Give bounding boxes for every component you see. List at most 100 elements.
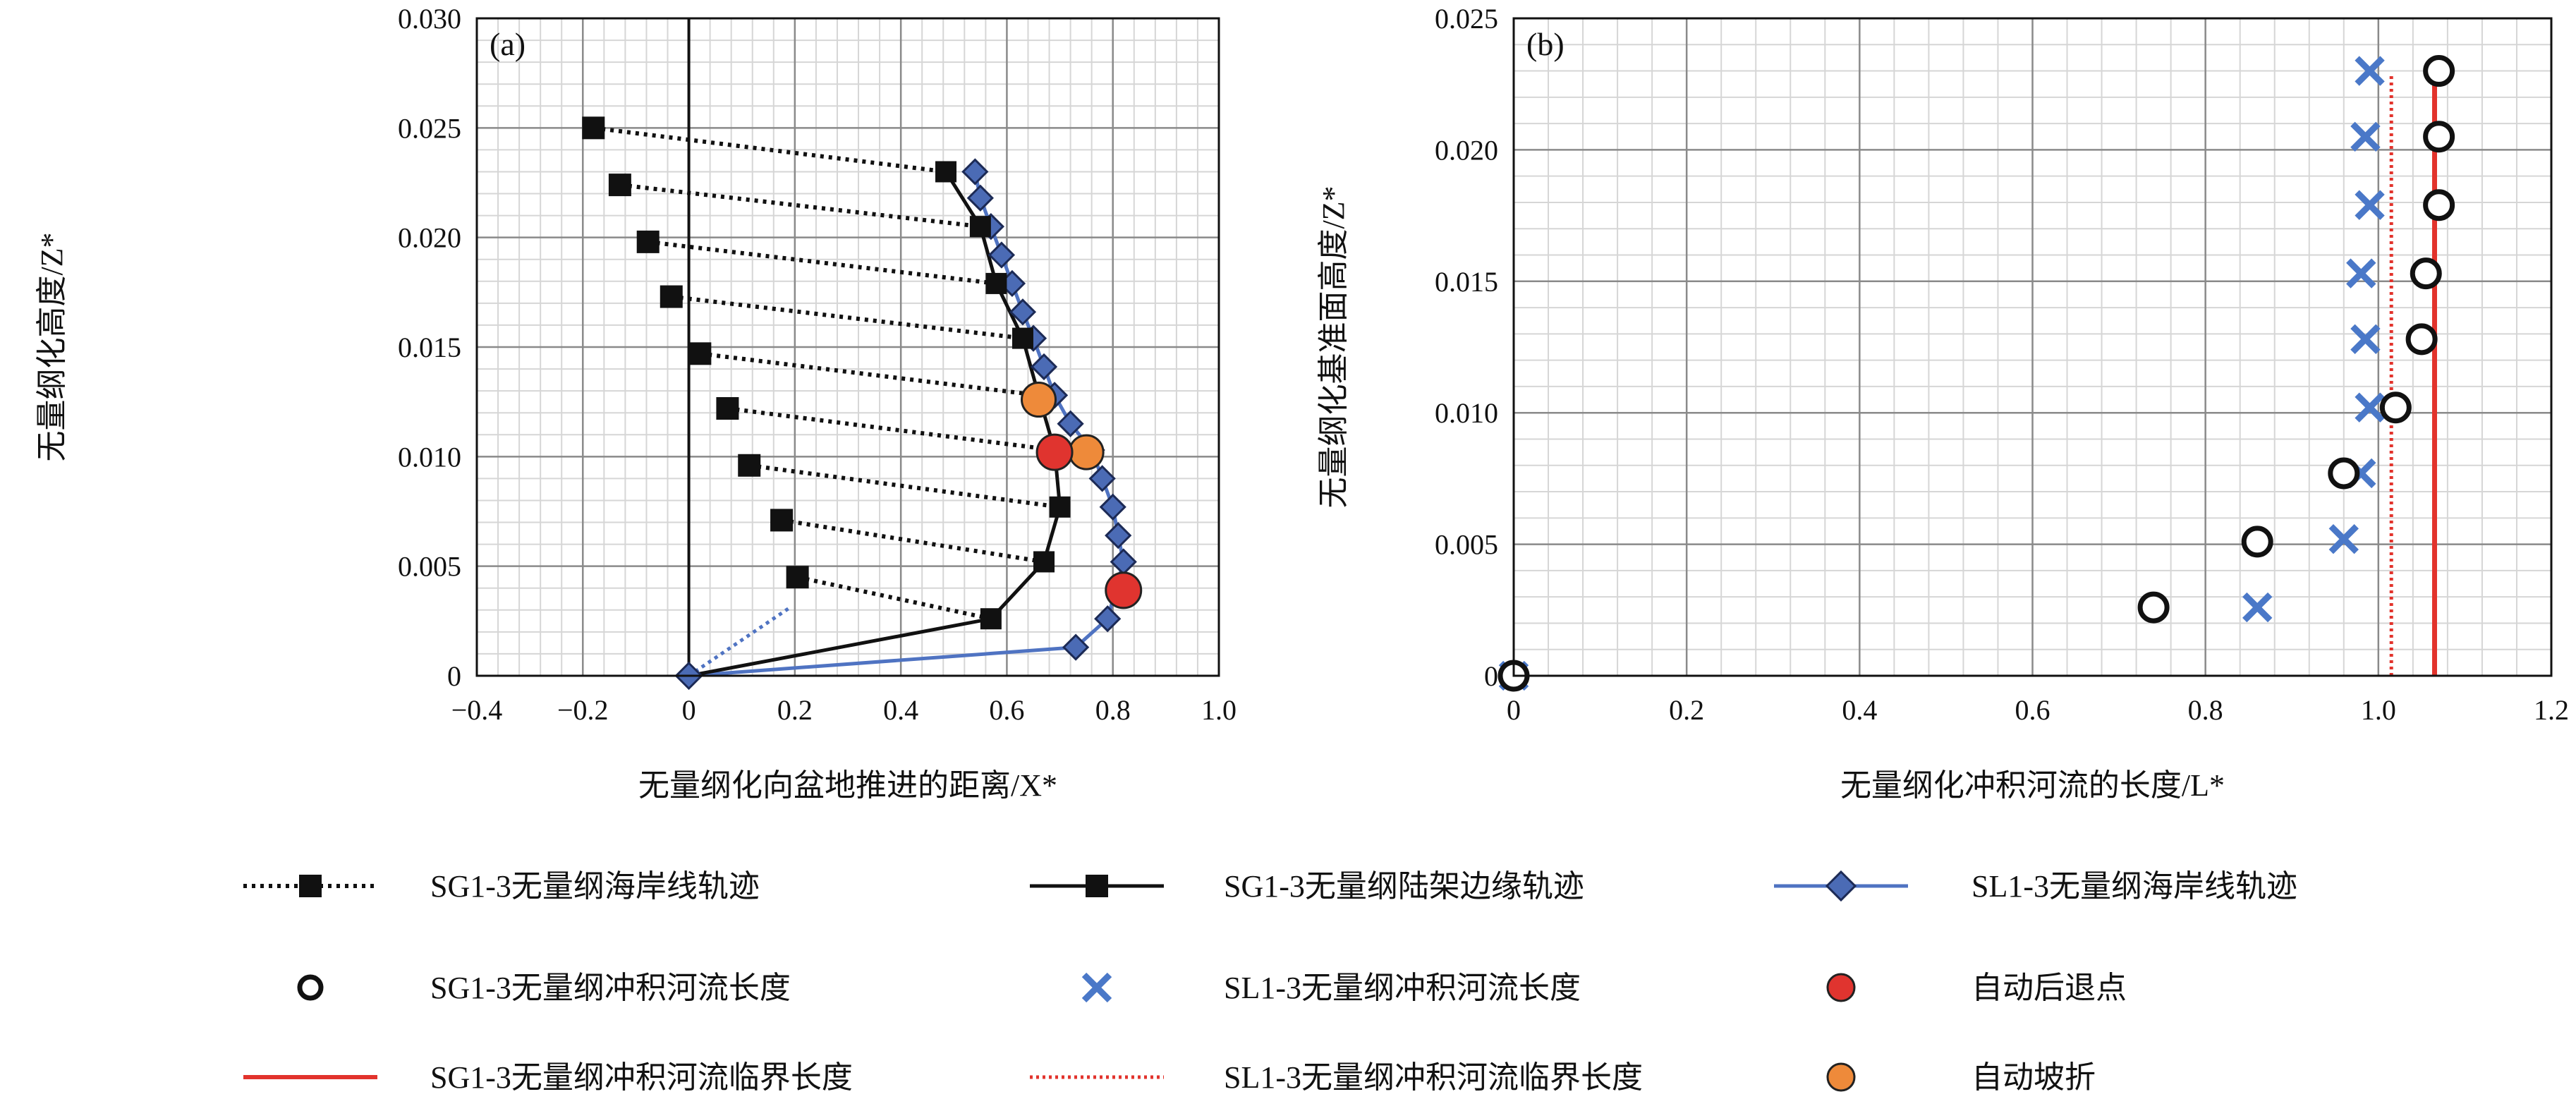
- sl-shoreline-point: [1088, 465, 1116, 492]
- legend-label: SG1-3无量纲冲积河流临界长度: [430, 1060, 853, 1095]
- y-axis-title-a: 无量纲化高度/Z*: [35, 232, 69, 461]
- sl-shoreline-point: [1009, 298, 1037, 326]
- sl-dotted-segment: [688, 606, 791, 678]
- sg-river-length-point: [2410, 257, 2442, 290]
- sl-river-length-point: [2346, 258, 2376, 289]
- sg-river-length-point: [2423, 189, 2455, 221]
- sl-shoreline-point: [961, 158, 989, 186]
- y-tick-label: 0.030: [398, 3, 461, 35]
- legend-swatch: [299, 875, 322, 897]
- x-tick-label: 0: [682, 694, 696, 726]
- y-tick-label: 0.015: [398, 332, 461, 363]
- sg-shelf-edge-point: [1049, 496, 1071, 518]
- x-tick-label: 1.0: [2361, 694, 2396, 726]
- sg-shelf-edge-point: [935, 161, 957, 183]
- sg-river-length-point: [2423, 55, 2455, 87]
- x-tick-label: 0: [1507, 694, 1521, 726]
- legend-label: SL1-3无量纲冲积河流长度: [1224, 971, 1581, 1005]
- connector-line: [781, 518, 1045, 564]
- y-tick-label: 0.020: [1435, 134, 1498, 166]
- sl-shoreline-point: [1057, 410, 1084, 437]
- x-tick-label: 0.4: [883, 694, 918, 726]
- connector-line: [619, 183, 981, 229]
- sg-shoreline-point: [582, 116, 605, 140]
- x-tick-label: −0.4: [451, 694, 503, 726]
- legend-label: SL1-3无量纲海岸线轨迹: [1972, 869, 2297, 904]
- sg-shoreline-point: [636, 230, 660, 253]
- y-tick-label: 0.025: [1435, 3, 1498, 35]
- panel-label-a: (a): [490, 26, 525, 62]
- y-tick-label: 0.010: [1435, 397, 1498, 429]
- sg-shelf-edge-point: [1033, 551, 1055, 573]
- x-tick-label: 0.4: [1842, 694, 1877, 726]
- plot-frame-a: [475, 17, 1220, 677]
- y-tick-label: 0.015: [1435, 266, 1498, 298]
- sl-shoreline-point: [1099, 493, 1126, 521]
- y-tick-label: 0.010: [398, 441, 461, 473]
- sg-river-length-point: [2379, 391, 2412, 424]
- legend: SG1-3无量纲海岸线轨迹 SG1-3无量纲陆架边缘轨迹 SL1-3无量纲海岸线轨迹…: [243, 869, 2297, 1095]
- tick-labels-a: −0.4 −0.2 0 0.2 0.4 0.6 0.8 1.0 0 0.005 0.010 0.015…: [398, 3, 1237, 726]
- x-tick-label: 0.2: [777, 694, 813, 726]
- connector-line: [748, 463, 1060, 509]
- tick-labels-b: 0 0.2 0.4 0.6 0.8 1.0 1.2 0 0.005 0.010 0.015 0.020…: [1435, 3, 2569, 726]
- sg-shoreline-point: [738, 454, 761, 477]
- sg-shelf-edge-point: [969, 216, 991, 238]
- chart-panel-b: 0 0.2 0.4 0.6 0.8 1.0 1.2 0 0.005 0.010 0.015 0.020…: [1316, 3, 2569, 803]
- sl-river-length-point: [2328, 523, 2359, 554]
- sg-river-length-point: [2137, 591, 2170, 624]
- legend-swatch: [1825, 870, 1857, 902]
- chart-panel-a: −0.4 −0.2 0 0.2 0.4 0.6 0.8 1.0 0 0.005 0.010 0.015…: [35, 3, 1237, 803]
- sg-shoreline-point: [770, 509, 794, 532]
- legend-label: 自动后退点: [1972, 971, 2127, 1005]
- x-tick-label: 0.6: [989, 694, 1024, 726]
- panel-label-b: (b): [1526, 26, 1565, 62]
- auto-breakpoint: [1021, 382, 1057, 418]
- y-tick-label: 0: [447, 660, 461, 692]
- legend-swatch: [1826, 973, 1856, 1002]
- legend-label: SG1-3无量纲海岸线轨迹: [430, 869, 760, 904]
- x-axis-title-b: 无量纲化冲积河流的长度/L*: [1840, 768, 2225, 803]
- legend-swatch: [1081, 972, 1112, 1003]
- sl-shoreline-point: [1105, 522, 1132, 550]
- series-a: [582, 18, 1143, 691]
- auto-breakpoint: [1068, 434, 1105, 470]
- auto-retreat-point: [1105, 571, 1143, 609]
- grid-b: [1514, 18, 2551, 676]
- sg-shoreline-point: [688, 342, 712, 365]
- legend-label: SG1-3无量纲冲积河流长度: [430, 971, 791, 1005]
- x-tick-label: 0.8: [1095, 694, 1131, 726]
- legend-label: SG1-3无量纲陆架边缘轨迹: [1224, 869, 1584, 904]
- x-tick-label: 1.0: [1201, 694, 1237, 726]
- connector-line: [699, 351, 1039, 398]
- legend-swatch: [1086, 875, 1108, 897]
- sl-river-length-point: [2242, 592, 2273, 623]
- legend-swatch: [1826, 1062, 1856, 1092]
- y-tick-label: 0.005: [398, 551, 461, 583]
- sg-shelf-edge-point: [980, 608, 1002, 630]
- sl-shoreline-point: [988, 241, 1016, 269]
- y-tick-label: 0: [1484, 660, 1498, 692]
- sg-shoreline-point: [786, 566, 809, 589]
- legend-label: 自动坡折: [1972, 1060, 2096, 1095]
- sl-shoreline-point: [1030, 353, 1058, 381]
- sg-river-length-point: [2328, 457, 2360, 490]
- x-tick-label: 0.2: [1669, 694, 1704, 726]
- y-axis-title-b: 无量纲化基准面高度/Z*: [1316, 186, 1351, 508]
- auto-retreat-point: [1035, 433, 1074, 471]
- sl-river-length-point: [2355, 392, 2385, 423]
- sl-river-length-point: [2350, 121, 2381, 152]
- x-tick-label: 0.8: [2188, 694, 2223, 726]
- grid-a: [477, 18, 1219, 676]
- sg-shoreline-point: [608, 174, 631, 197]
- y-tick-label: 0.020: [398, 222, 461, 254]
- sg-river-length-point: [2405, 323, 2438, 356]
- sg-shelf-edge-point: [985, 272, 1007, 294]
- sl-river-length-point: [2355, 190, 2385, 220]
- x-tick-label: 1.2: [2534, 694, 2569, 726]
- sg-shoreline-point: [660, 285, 683, 308]
- legend-swatch: [297, 974, 324, 1001]
- connectors-a: [593, 126, 1060, 621]
